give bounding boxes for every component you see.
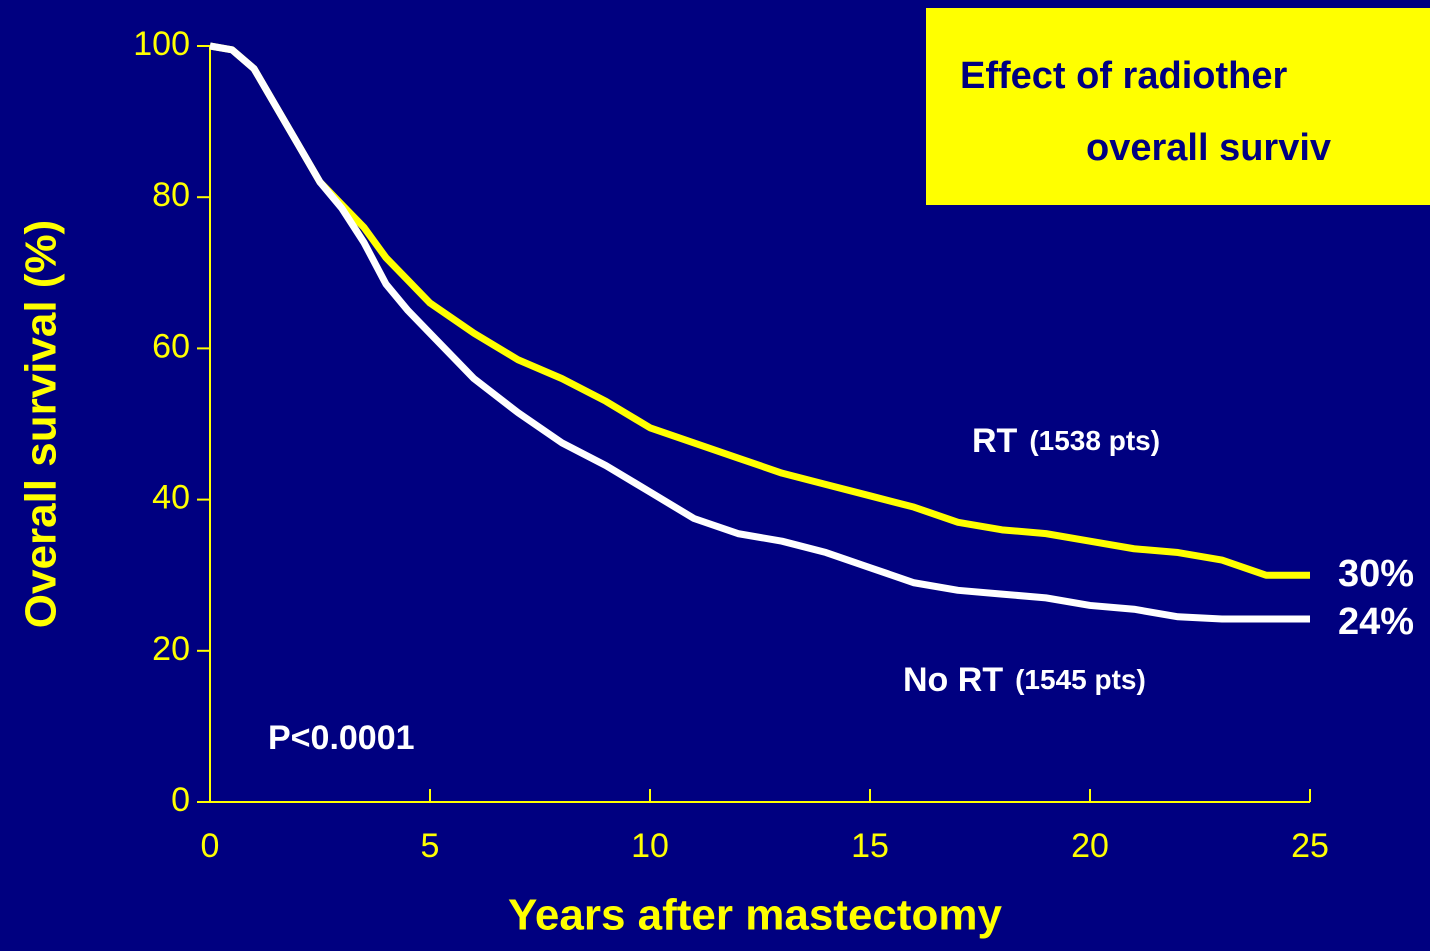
y-tick-label: 100 [133,25,190,63]
title-box [926,8,1430,205]
survival-line [209,42,1310,623]
x-tick-label: 20 [1071,827,1109,865]
y-tick-label: 40 [152,479,190,517]
chart-title: overall surviv [1086,127,1331,169]
series-label: No RT (1545 pts) [903,661,1146,699]
y-axis-label: Overall survival (%) [17,220,66,628]
series-label: RT (1538 pts) [972,422,1160,460]
y-tick-label: 20 [152,630,190,668]
end-label: 30% [1338,553,1414,595]
series-count: (1538 pts) [1029,425,1160,456]
x-tick-label: 0 [201,827,220,865]
y-tick-label: 0 [171,781,190,819]
x-tick-label: 10 [631,827,669,865]
p-value: P<0.0001 [268,719,415,757]
series-name: RT [972,422,1018,460]
x-axis-label: Years after mastectomy [508,891,1003,940]
x-tick-label: 15 [851,827,889,865]
x-tick-label: 5 [421,827,440,865]
series-count: (1545 pts) [1015,664,1146,695]
chart-title: Effect of radiother [960,55,1287,97]
y-tick-label: 80 [152,176,190,214]
x-tick-label: 25 [1291,827,1329,865]
end-label: 24% [1338,601,1414,643]
y-tick-label: 60 [152,327,190,365]
series-name: No RT [903,661,1003,699]
